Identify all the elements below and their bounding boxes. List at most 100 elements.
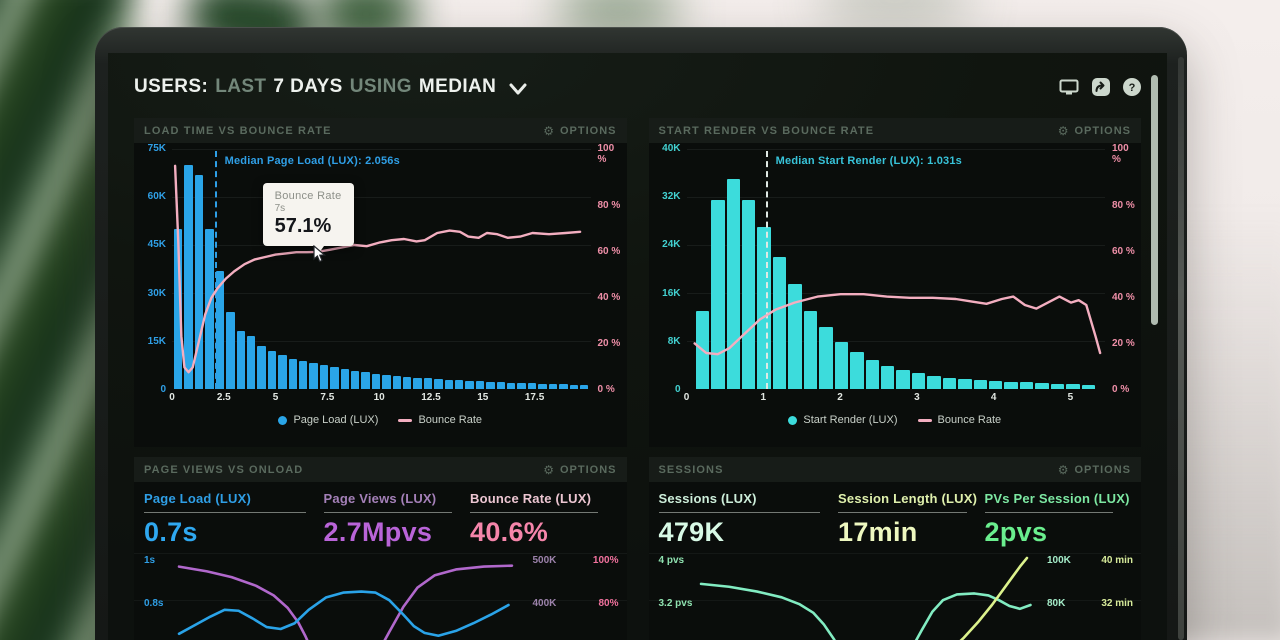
options-button[interactable]: ⚙ OPTIONS <box>543 125 616 137</box>
median-label: Median Start Render (LUX): 1.031s <box>775 155 962 167</box>
dashboard-title-dropdown[interactable]: USERS: LAST 7 DAYS USING MEDIAN <box>134 76 527 98</box>
histogram-bar <box>226 312 235 389</box>
panel-title: PAGE VIEWS VS ONLOAD <box>144 463 304 476</box>
median-marker <box>765 151 768 389</box>
axis-tick-label: 100 % <box>1112 143 1129 165</box>
options-label: OPTIONS <box>559 124 617 137</box>
options-label: OPTIONS <box>1074 463 1131 476</box>
axis-tick-label: 16K <box>662 287 681 299</box>
bounce-rate-line <box>687 149 1106 389</box>
histogram-bar <box>423 378 433 389</box>
metric-value: 40.6% <box>470 517 549 547</box>
axis-tick-label: 1s <box>144 555 156 566</box>
cursor-pointer-icon <box>313 244 327 268</box>
histogram-bar <box>834 342 849 389</box>
metric-label: Bounce Rate (LUX) <box>470 491 592 506</box>
metric-label: Session Length (LUX) <box>838 491 978 506</box>
legend: Start Render (LUX) Bounce Rate <box>649 407 1142 433</box>
legend: Page Load (LUX) Bounce Rate <box>134 407 627 433</box>
metric-underline <box>984 512 1113 513</box>
axis-tick-label: 20 % <box>597 338 621 349</box>
metric: PVs Per Session (LUX) 2pvs <box>984 491 1131 548</box>
help-icon[interactable]: ? <box>1123 78 1141 96</box>
axis-tick-label: 32 min <box>1101 598 1133 609</box>
histogram-bar <box>257 345 266 389</box>
axis-tick-label: 60 % <box>597 246 621 257</box>
mini-chart[interactable]: 4 pvs 3.2 pvs 100K 40 min 80K 32 min <box>648 553 1141 640</box>
axis-tick-label: 40 min <box>1101 555 1133 566</box>
x-axis-tick-label: 1 <box>760 392 767 403</box>
share-icon[interactable] <box>1092 78 1110 96</box>
axis-tick-label: 0.8s <box>144 598 164 609</box>
axis-tick-pair: 100K 40 min <box>1047 555 1133 566</box>
histogram-bar <box>548 383 558 389</box>
title-segment: USERS: <box>134 76 209 97</box>
laptop: USERS: LAST 7 DAYS USING MEDIAN <box>95 27 1187 640</box>
histogram-bar <box>371 373 381 389</box>
dashboard-screen: USERS: LAST 7 DAYS USING MEDIAN <box>108 53 1167 640</box>
title-segment: LAST <box>215 76 267 97</box>
axis-tick-pair: 400K 80% <box>533 598 619 609</box>
chart-tooltip: Bounce Rate 7s 57.1% <box>262 182 354 253</box>
options-label: OPTIONS <box>559 463 617 476</box>
legend-dash-icon <box>398 418 413 422</box>
histogram-bar <box>865 360 879 389</box>
histogram-bar <box>772 257 787 389</box>
histogram-bars <box>174 149 589 389</box>
tooltip-title: Bounce Rate <box>274 189 342 202</box>
y-axis-right: 100 % 80 % 60 % 40 % 20 % 0 % <box>1105 143 1137 407</box>
histogram-bar <box>194 174 204 389</box>
axis-tick-label: 100K <box>1047 555 1071 566</box>
metric: Page Views (LUX) 2.7Mpvs <box>323 491 470 548</box>
legend-label: Start Render (LUX) <box>803 414 898 426</box>
plot-area[interactable]: Median Page Load (LUX): 2.056s Bounce Ra… <box>172 149 591 389</box>
axis-tick-label: 80K <box>1047 598 1066 609</box>
x-axis-tick-label: 5 <box>272 392 279 403</box>
axis-tick-label: 100% <box>592 555 619 566</box>
histogram-bar <box>742 200 756 389</box>
scrollbar[interactable] <box>1151 75 1158 325</box>
histogram-bar <box>1050 383 1065 389</box>
axis-tick-label: 0 % <box>597 384 615 395</box>
mini-line-chart <box>172 557 523 640</box>
axis-tick-label: 4 pvs <box>658 555 685 566</box>
histogram-bar <box>850 351 864 389</box>
histogram-bar <box>517 382 526 389</box>
axis-tick-label: 400K <box>532 598 557 609</box>
metric-value: 2.7Mpvs <box>323 517 433 547</box>
histogram-bar <box>1081 384 1096 389</box>
metric-value: 479K <box>658 517 725 547</box>
legend-item: Start Render (LUX) <box>788 414 898 426</box>
x-axis-tick-label: 5 <box>1067 392 1074 403</box>
axis-tick-label: 80% <box>598 598 619 609</box>
metric-value: 17min <box>838 517 918 547</box>
options-button[interactable]: ⚙ OPTIONS <box>1058 125 1131 137</box>
y-axis-left: 75K 60K 45K 30K 15K 0 <box>140 143 172 407</box>
histogram-bar <box>350 370 360 389</box>
histogram-bar <box>309 363 318 389</box>
legend-label: Page Load (LUX) <box>293 414 379 426</box>
metric-row: Page Load (LUX) 0.7s Page Views (LUX) 2.7Mp… <box>134 482 627 548</box>
options-button[interactable]: ⚙ OPTIONS <box>1058 464 1131 476</box>
histogram-bar <box>911 373 926 389</box>
histogram-bar <box>942 377 957 389</box>
metric-underline <box>658 512 821 513</box>
histogram-bar <box>288 358 297 389</box>
gear-icon: ⚙ <box>543 462 555 477</box>
axis-tick-label: 60 % <box>1112 246 1135 257</box>
histogram-bar <box>559 384 568 389</box>
svg-text:?: ? <box>1129 82 1136 94</box>
display-icon[interactable] <box>1059 79 1079 96</box>
panel-title: SESSIONS <box>658 463 724 476</box>
histogram-bar <box>527 383 537 389</box>
histogram-bar <box>236 331 245 389</box>
plot-area[interactable]: Median Start Render (LUX): 1.031s <box>686 149 1106 389</box>
histogram-bar <box>215 270 225 389</box>
legend-dot-icon <box>278 415 288 425</box>
y-axis-left: 40K 32K 24K 16K 8K 0 <box>655 143 687 407</box>
histogram-bar <box>579 384 589 389</box>
histogram-bar <box>486 381 495 389</box>
metric: Page Load (LUX) 0.7s <box>144 491 324 548</box>
options-button[interactable]: ⚙ OPTIONS <box>543 464 616 476</box>
